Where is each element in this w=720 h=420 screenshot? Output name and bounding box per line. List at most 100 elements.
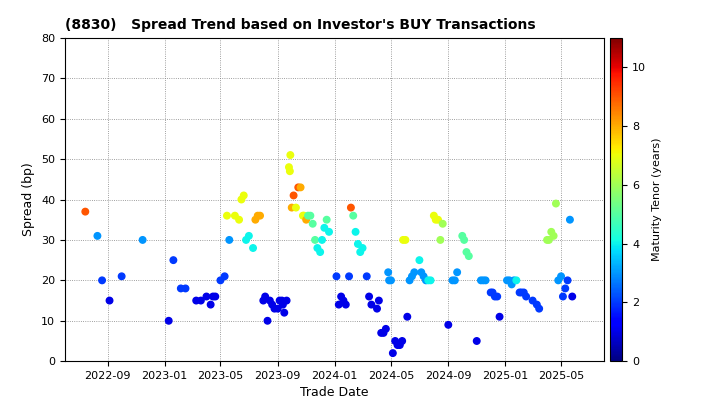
Point <box>415 269 427 276</box>
Point <box>480 277 491 284</box>
Point <box>284 152 296 158</box>
Point <box>323 228 335 235</box>
Point <box>392 342 403 349</box>
Point <box>305 213 316 219</box>
Point <box>437 220 449 227</box>
Point <box>456 233 468 239</box>
Point <box>380 326 392 332</box>
Point <box>348 213 359 219</box>
Point <box>264 297 276 304</box>
Point <box>435 236 446 243</box>
Point <box>250 216 261 223</box>
Point <box>333 301 345 308</box>
Point <box>548 233 559 239</box>
Point <box>269 305 280 312</box>
Point <box>394 342 405 349</box>
Point <box>516 289 527 296</box>
Point <box>446 277 458 284</box>
Point <box>404 277 415 284</box>
Y-axis label: Spread (bp): Spread (bp) <box>22 163 35 236</box>
Point <box>343 273 355 280</box>
Point <box>487 289 498 296</box>
Point <box>402 313 413 320</box>
Point <box>510 277 522 284</box>
Point <box>312 244 323 251</box>
Point <box>219 273 230 280</box>
Point <box>366 301 377 308</box>
Point <box>382 269 394 276</box>
Point <box>543 236 554 243</box>
Point <box>408 269 420 276</box>
Point <box>350 228 361 235</box>
Point <box>238 192 250 199</box>
Point <box>489 293 500 300</box>
Point <box>383 277 395 284</box>
Point <box>475 277 487 284</box>
X-axis label: Trade Date: Trade Date <box>300 386 369 399</box>
Point <box>508 277 520 284</box>
Point <box>254 213 266 219</box>
Point <box>423 277 434 284</box>
Point <box>243 233 255 239</box>
Point <box>506 281 518 288</box>
Point <box>258 297 269 304</box>
Point <box>116 273 127 280</box>
Point <box>175 285 186 292</box>
Point <box>195 297 207 304</box>
Point <box>378 330 390 336</box>
Point <box>352 241 364 247</box>
Point <box>297 213 309 219</box>
Point <box>283 164 294 171</box>
Point <box>300 216 312 223</box>
Point <box>477 277 489 284</box>
Point <box>210 293 221 300</box>
Point <box>420 277 432 284</box>
Point <box>387 350 399 357</box>
Point <box>345 204 356 211</box>
Point <box>385 277 397 284</box>
Point <box>527 297 539 304</box>
Point <box>494 313 505 320</box>
Point <box>531 301 543 308</box>
Point <box>463 253 474 260</box>
Point <box>315 249 326 255</box>
Point <box>518 289 529 296</box>
Point <box>96 277 108 284</box>
Point <box>201 293 212 300</box>
Point <box>233 216 245 223</box>
Point <box>235 196 247 203</box>
Point <box>276 297 288 304</box>
Point <box>541 236 553 243</box>
Point <box>302 213 314 219</box>
Point <box>321 216 333 223</box>
Point <box>284 168 296 175</box>
Point <box>501 277 513 284</box>
Point <box>286 204 297 211</box>
Point <box>91 233 103 239</box>
Point <box>229 213 240 219</box>
Point <box>262 318 274 324</box>
Point <box>414 257 426 263</box>
Point <box>266 301 278 308</box>
Point <box>307 220 318 227</box>
Point <box>552 277 564 284</box>
Point <box>562 277 573 284</box>
Point <box>180 285 192 292</box>
Point <box>298 213 310 219</box>
Point <box>564 216 576 223</box>
Point <box>292 184 304 191</box>
Point <box>521 293 532 300</box>
Text: (8830)   Spread Trend based on Investor's BUY Transactions: (8830) Spread Trend based on Investor's … <box>65 18 536 32</box>
Point <box>557 293 569 300</box>
Point <box>503 277 515 284</box>
Point <box>259 293 271 300</box>
Point <box>338 297 349 304</box>
Point <box>418 273 429 280</box>
Point <box>288 192 300 199</box>
Point <box>281 297 292 304</box>
Point <box>316 236 328 243</box>
Point <box>168 257 179 263</box>
Point <box>397 338 408 344</box>
Point <box>459 236 470 243</box>
Point <box>207 293 219 300</box>
